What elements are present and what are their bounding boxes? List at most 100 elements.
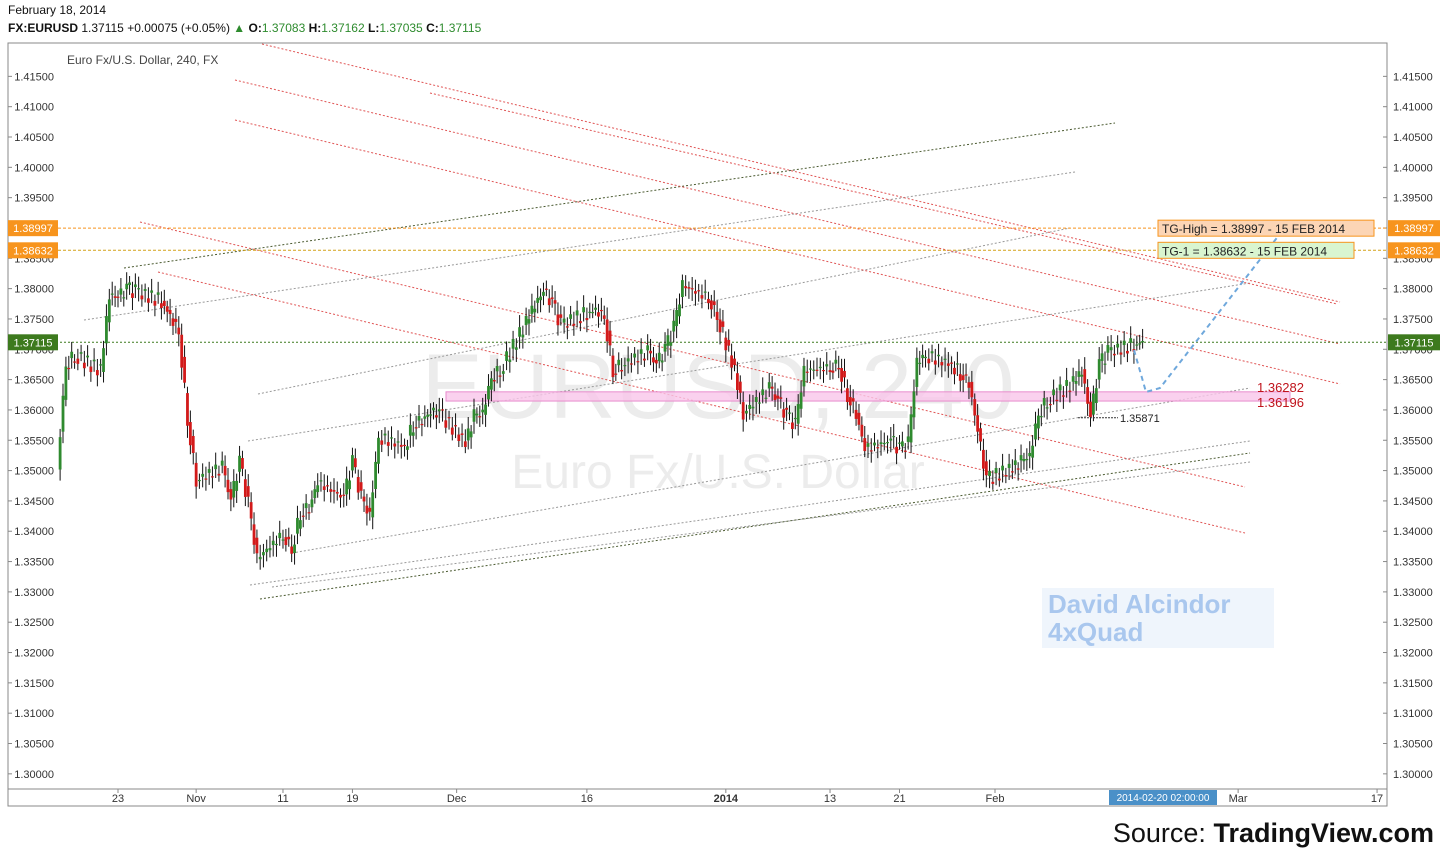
candle-body xyxy=(371,492,375,518)
candle-body xyxy=(1135,344,1139,346)
y-tick-label-left: 1.31500 xyxy=(14,678,54,690)
candle-body xyxy=(408,424,412,436)
candle-body xyxy=(748,404,752,409)
candle-body xyxy=(204,478,208,480)
candle-body xyxy=(930,351,934,354)
candle-body xyxy=(339,494,342,498)
candle-body xyxy=(310,499,314,508)
candle-body xyxy=(150,290,154,293)
candle-body xyxy=(296,517,299,534)
candle-body xyxy=(785,407,789,410)
candle-body xyxy=(487,385,490,400)
candle-body xyxy=(217,473,221,476)
chart-date: February 18, 2014 xyxy=(8,3,107,17)
up-arrow-icon: ▲ xyxy=(233,21,246,35)
candle-body xyxy=(133,284,137,288)
candle-body xyxy=(793,417,797,420)
y-tick-label-left: 1.36500 xyxy=(14,375,54,387)
candle-body xyxy=(605,319,609,342)
candle-body xyxy=(964,374,968,376)
y-tick-label-right: 1.36500 xyxy=(1393,375,1433,387)
candle-body xyxy=(342,494,346,496)
candle-body xyxy=(582,307,586,313)
candle-body xyxy=(1094,388,1098,404)
candle-body xyxy=(550,297,554,300)
candle-body xyxy=(403,444,406,447)
y-tick-label-right: 1.41500 xyxy=(1393,71,1433,83)
candle-body xyxy=(712,301,716,306)
candle-body xyxy=(1086,387,1090,404)
candle-body xyxy=(1109,347,1113,351)
candle-body xyxy=(533,308,537,313)
candle-body xyxy=(417,415,421,421)
candle-body xyxy=(790,422,794,429)
candle-body xyxy=(1112,353,1116,356)
candle-body xyxy=(687,287,691,289)
chart-title: Euro Fx/U.S. Dollar, 240, FX xyxy=(67,53,218,67)
candle-body xyxy=(866,443,870,447)
high-label: H: xyxy=(308,21,322,35)
candle-body xyxy=(585,318,589,321)
candle-body xyxy=(530,305,534,314)
fan-line xyxy=(234,79,1341,345)
candle-body xyxy=(268,548,272,551)
candle-body xyxy=(64,366,68,400)
candle-body xyxy=(258,556,262,560)
candle-body xyxy=(168,309,172,315)
candle-body xyxy=(489,378,493,390)
candle-body xyxy=(265,548,269,553)
candle-body xyxy=(89,366,93,373)
x-tick-label: Dec xyxy=(447,793,467,805)
y-tick-label-right: 1.35000 xyxy=(1393,466,1433,478)
candle-body xyxy=(414,427,418,429)
y-tick-label-left: 1.30500 xyxy=(14,739,54,751)
author-watermark: David Alcindor 4xQuad xyxy=(1042,588,1274,648)
candle-body xyxy=(1048,403,1052,406)
candle-body xyxy=(241,458,244,469)
candle-body xyxy=(834,359,838,364)
price-tag-right xyxy=(1388,242,1440,259)
candle-body xyxy=(466,428,470,441)
candle-body xyxy=(243,479,247,497)
candle-body xyxy=(1141,341,1145,343)
candle-body xyxy=(848,397,852,406)
candle-body xyxy=(246,486,250,497)
candle-body xyxy=(572,323,576,326)
candle-body xyxy=(776,395,780,399)
x-tick-label: 19 xyxy=(346,793,358,805)
candle-body xyxy=(301,515,305,517)
candle-body xyxy=(958,374,962,381)
candle-body xyxy=(110,293,114,295)
target-annotation-text: TG-High = 1.38997 - 15 FEB 2014 xyxy=(1162,222,1345,236)
candle-body xyxy=(171,318,175,326)
candle-body xyxy=(751,406,755,409)
candle-body xyxy=(262,552,265,556)
candle-body xyxy=(229,489,233,500)
candle-body xyxy=(1042,398,1046,406)
candle-body xyxy=(860,424,864,437)
candle-body xyxy=(556,314,560,326)
candle-body xyxy=(386,442,390,446)
candle-body xyxy=(235,480,239,491)
candle-body xyxy=(332,490,336,492)
y-tick-label-right: 1.31500 xyxy=(1393,678,1433,690)
candle-body xyxy=(99,364,103,366)
fan-line xyxy=(261,43,1341,303)
y-tick-label-left: 1.34500 xyxy=(14,496,54,508)
candle-body xyxy=(652,357,655,363)
x-tick-label: Mar xyxy=(1229,793,1248,805)
candle-body xyxy=(886,442,889,444)
candle-body xyxy=(214,464,218,470)
price-tag-left xyxy=(8,220,58,237)
candle-body xyxy=(912,391,916,418)
candle-body xyxy=(614,373,618,375)
candle-body xyxy=(961,375,965,381)
candle-body xyxy=(718,319,722,333)
candle-body xyxy=(547,298,551,306)
candle-body xyxy=(779,397,783,399)
candle-body xyxy=(390,437,393,439)
candle-body xyxy=(721,321,725,327)
candle-body xyxy=(700,295,704,299)
candle-body xyxy=(298,520,302,529)
